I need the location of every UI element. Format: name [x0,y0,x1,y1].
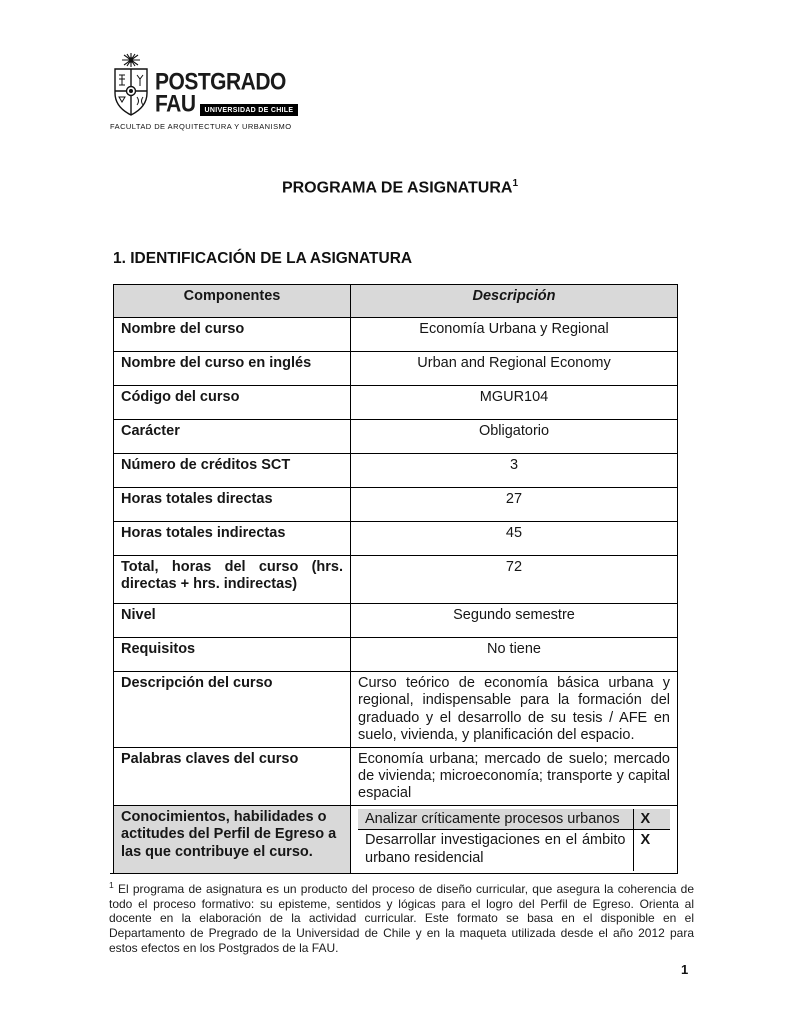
table-row: Total, horas del curso (hrs. directas + … [113,555,678,604]
row-value: Economía urbana; mercado de suelo; merca… [350,746,678,806]
perfil-item-row: Analizar críticamente procesos urbanos X [358,808,670,831]
row-value: 27 [350,487,678,522]
table-row: Código del curso MGUR104 [113,385,678,420]
row-value: 45 [350,521,678,556]
perfil-item-mark: X [632,829,670,871]
row-label: Palabras claves del curso [113,746,351,806]
logo-university-banner: UNIVERSIDAD DE CHILE [199,104,299,116]
table-row: Nivel Segundo semestre [113,603,678,638]
row-label: Nombre del curso en inglés [113,351,351,386]
table-row: Horas totales directas 27 [113,487,678,522]
title-footnote-ref: 1 [512,178,519,189]
logo-faculty-text: FACULTAD DE ARQUITECTURA Y URBANISMO [110,122,292,131]
row-label: Nombre del curso [113,317,351,352]
row-value: Obligatorio [350,419,678,454]
footnote-text: El programa de asignatura es un producto… [109,882,694,955]
table-row: Nombre del curso en inglés Urban and Reg… [113,351,678,386]
row-label: Código del curso [113,385,351,420]
row-value: Economía Urbana y Regional [350,317,678,352]
row-value: No tiene [350,637,678,672]
row-value: 72 [350,555,678,604]
table-row: Nombre del curso Economía Urbana y Regio… [113,317,678,352]
perfil-item-mark: X [632,808,670,831]
header-componentes: Componentes [113,284,351,318]
table-row: Requisitos No tiene [113,637,678,672]
row-value: Curso teórico de economía básica urbana … [350,671,678,748]
row-label: Horas totales indirectas [113,521,351,556]
page-number: 1 [681,962,689,977]
footnote: 1 El programa de asignatura es un produc… [109,880,694,955]
course-identification-table: Componentes Descripción Nombre del curso… [113,284,678,874]
row-label: Nivel [113,603,351,638]
footnote-ref: 1 [109,880,114,890]
table-row-perfil-egreso: Conocimientos, habilidades o actitudes d… [113,804,678,874]
table-row: Descripción del curso Curso teórico de e… [113,671,678,748]
document-title: PROGRAMA DE ASIGNATURA1 [281,178,519,197]
row-label: Horas totales directas [113,487,351,522]
section-1-heading: 1. IDENTIFICACIÓN DE LA ASIGNATURA [113,250,413,267]
logo-postgrado-text: POSTGRADO [155,68,286,96]
row-label: Número de créditos SCT [113,453,351,488]
logo-fau-text: FAU [155,90,196,118]
table-row: Palabras claves del curso Economía urban… [113,746,678,806]
row-value: Segundo semestre [350,603,678,638]
perfil-item-row: Desarrollar investigaciones en el ámbito… [358,829,670,871]
row-label: Descripción del curso [113,671,351,748]
perfil-egreso-subtable: Analizar críticamente procesos urbanos X… [358,808,670,871]
row-value: Urban and Regional Economy [350,351,678,386]
row-value: MGUR104 [350,385,678,420]
footnote-separator [110,873,280,874]
row-label: Carácter [113,419,351,454]
row-label: Total, horas del curso (hrs. directas + … [113,555,351,604]
row-label: Conocimientos, habilidades o actitudes d… [113,804,351,874]
header-descripcion: Descripción [350,284,678,318]
perfil-item-text: Analizar críticamente procesos urbanos [358,808,634,831]
row-label: Requisitos [113,637,351,672]
university-crest-icon [114,53,148,116]
perfil-item-text: Desarrollar investigaciones en el ámbito… [358,829,634,871]
table-row: Horas totales indirectas 45 [113,521,678,556]
table-header-row: Componentes Descripción [113,284,678,318]
table-row: Número de créditos SCT 3 [113,453,678,488]
row-value: 3 [350,453,678,488]
postgrado-fau-logo: POSTGRADO FAU UNIVERSIDAD DE CHILE FACUL… [110,52,299,131]
table-row: Carácter Obligatorio [113,419,678,454]
